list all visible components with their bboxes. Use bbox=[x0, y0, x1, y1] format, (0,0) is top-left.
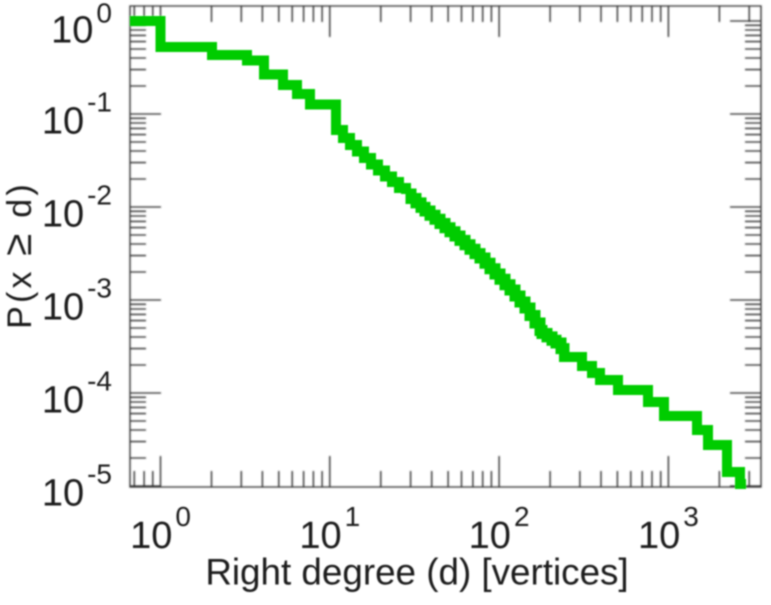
svg-text:P(x ≥ d): P(x ≥ d) bbox=[0, 181, 40, 329]
svg-text:Right degree (d) [vertices]: Right degree (d) [vertices] bbox=[205, 552, 628, 593]
svg-text:100: 10 0 bbox=[51, 0, 112, 52]
